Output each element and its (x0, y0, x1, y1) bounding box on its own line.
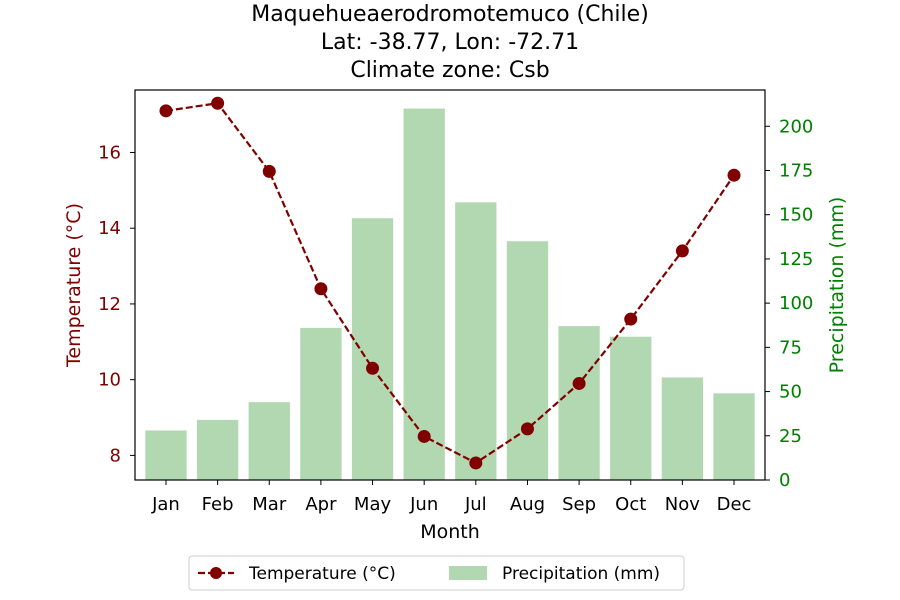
x-tick-label: Jun (409, 494, 438, 515)
temperature-point-dec (727, 168, 741, 182)
y-left-tick-label: 16 (98, 142, 121, 163)
x-tick-label: Feb (202, 494, 234, 515)
precipitation-bar-mar (248, 402, 290, 480)
legend-frame (188, 555, 685, 591)
precipitation-bars (145, 108, 755, 481)
x-tick-label: Oct (615, 494, 646, 515)
y-right-tick-label: 25 (779, 426, 802, 447)
y-right-tick-label: 0 (779, 470, 790, 491)
x-tick-label: May (354, 494, 392, 515)
plot-frame (134, 89, 766, 481)
precipitation-bar-apr (300, 327, 342, 480)
x-tick-label: Jan (151, 494, 180, 515)
y-right-tick-label: 75 (779, 337, 802, 358)
precipitation-bar-nov (661, 377, 704, 480)
temperature-point-nov (675, 244, 689, 258)
temperature-point-oct (624, 312, 638, 326)
y-left-tick-label: 12 (98, 294, 121, 315)
temperature-point-mar (262, 164, 276, 178)
temperature-point-feb (211, 96, 225, 110)
temperature-point-apr (314, 282, 328, 296)
temperature-line (165, 102, 735, 465)
precipitation-bar-oct (610, 336, 652, 480)
precipitation-bar-jul (455, 202, 497, 480)
precipitation-bar-dec (713, 393, 755, 480)
chart-title: Maquehueaerodromotemuco (Chile) Lat: -38… (251, 2, 649, 83)
y-left-tick-label: 14 (98, 218, 121, 239)
y-left-tick-label: 10 (98, 370, 121, 391)
temperature-point-jul (469, 456, 483, 470)
title-line-3: Climate zone: Csb (350, 58, 549, 83)
legend-temperature-label: Temperature (°C) (248, 564, 396, 584)
temperature-axis: 8 10 12 14 16 (98, 142, 135, 466)
x-tick-label: Jul (464, 494, 487, 515)
x-tick-label: Dec (717, 494, 752, 515)
y-right-tick-label: 100 (779, 293, 813, 314)
y-right-tick-label: 175 (779, 160, 813, 181)
legend-precipitation-swatch (449, 566, 487, 580)
y-right-axis-label: Precipitation (mm) (826, 197, 848, 374)
legend-temperature-marker (210, 567, 222, 579)
x-tick-label: Aug (510, 494, 545, 515)
y-right-tick-label: 50 (779, 382, 802, 403)
x-tick-label: Nov (665, 494, 700, 515)
temperature-point-jun (417, 429, 431, 443)
precipitation-bar-feb (196, 419, 239, 480)
title-line-2: Lat: -38.77, Lon: -72.71 (321, 30, 579, 55)
x-tick-label: Sep (562, 494, 596, 515)
legend: Temperature (°C) Precipitation (mm) (188, 555, 685, 591)
x-tick-label: Mar (252, 494, 287, 515)
title-line-1: Maquehueaerodromotemuco (Chile) (251, 2, 649, 27)
precipitation-bar-jun (403, 108, 445, 481)
y-right-tick-label: 125 (779, 249, 813, 270)
precipitation-bar-sep (558, 326, 600, 480)
x-tick-label: Apr (305, 494, 337, 515)
precipitation-bar-may (351, 218, 394, 480)
temperature-point-may (366, 361, 380, 375)
temperature-point-aug (520, 422, 534, 436)
y-left-axis-label: Temperature (°C) (63, 203, 85, 368)
precipitation-axis: 0 25 50 75 100 125 150 175 200 (765, 116, 813, 491)
legend-precipitation-label: Precipitation (mm) (502, 564, 660, 584)
precipitation-bar-jan (145, 430, 187, 480)
temperature-point-jan (159, 104, 173, 118)
y-right-tick-label: 150 (779, 205, 813, 226)
precipitation-bar-aug (506, 241, 549, 480)
temperature-series (159, 96, 741, 470)
y-left-tick-label: 8 (110, 445, 121, 466)
y-right-tick-label: 200 (779, 116, 813, 137)
temperature-point-sep (572, 376, 586, 390)
x-axis: Jan Feb Mar Apr May Jun Jul Aug Sep Oct Nov Dec (151, 480, 751, 515)
x-axis-label: Month (420, 521, 480, 543)
